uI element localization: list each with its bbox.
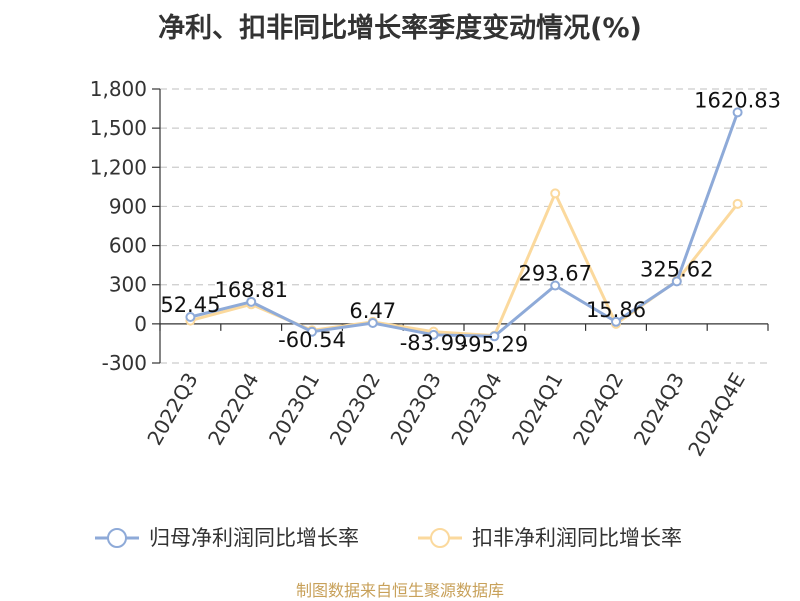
data-label: 168.81	[214, 278, 287, 302]
data-point	[611, 316, 621, 327]
y-tick-label: 1,800	[90, 77, 147, 101]
data-label: -95.29	[461, 332, 529, 356]
y-tick-label: 1,200	[90, 155, 147, 179]
y-tick-label: 300	[109, 273, 147, 297]
y-tick-label: -300	[102, 351, 147, 375]
source-note: 制图数据来自恒生聚源数据库	[295, 581, 504, 600]
legend-label: 归母净利润同比增长率	[149, 526, 359, 550]
legend-marker	[430, 528, 450, 548]
data-point	[489, 331, 500, 342]
data-label: 293.67	[518, 262, 591, 286]
data-point	[367, 318, 378, 329]
data-point	[185, 312, 196, 323]
legend-item[interactable]: 扣非净利润同比增长率	[418, 526, 682, 550]
data-point	[550, 188, 561, 199]
x-tick-label: 2022Q4	[203, 369, 263, 450]
data-point	[246, 296, 257, 307]
data-point	[307, 326, 317, 337]
data-label: 325.62	[640, 257, 713, 281]
legend-label: 扣非净利润同比增长率	[472, 526, 682, 550]
data-label: 15.86	[586, 298, 646, 322]
x-tick-label: 2022Q3	[142, 369, 202, 450]
x-tick-label: 2023Q1	[264, 369, 324, 450]
x-tick-label: 2024Q1	[507, 369, 567, 450]
data-point	[732, 198, 743, 209]
y-tick-label: 1,500	[90, 116, 147, 140]
data-label: 1620.83	[694, 88, 781, 112]
y-tick-label: 600	[109, 234, 147, 258]
data-label: -60.54	[278, 328, 346, 352]
x-tick-label: 2024Q2	[568, 369, 628, 450]
x-tick-label: 2023Q2	[325, 369, 385, 450]
series-line	[190, 111, 740, 338]
legend-marker	[107, 528, 127, 548]
y-axis: -300 0 300 600 900 1,200 1,500 1,800	[90, 77, 161, 375]
data-label: 6.47	[349, 299, 396, 323]
grid-lines	[160, 88, 768, 364]
x-tick-label: 2024Q3	[629, 369, 689, 450]
x-tick-label: 2023Q3	[385, 368, 445, 449]
data-label: 52.45	[160, 293, 220, 317]
y-tick-label: 0	[134, 312, 147, 336]
legend[interactable]: 归母净利润同比增长率 扣非净利润同比增长率	[95, 526, 682, 550]
data-label: -83.99	[400, 331, 468, 355]
data-point	[550, 280, 561, 291]
y-tick-label: 900	[109, 194, 147, 218]
chart-title: 净利、扣非同比增长率季度变动情况(%)	[158, 13, 642, 44]
data-point	[671, 276, 682, 287]
series-lines	[185, 107, 743, 342]
data-point	[732, 107, 743, 118]
x-tick-label: 2023Q4	[446, 369, 506, 450]
legend-item[interactable]: 归母净利润同比增长率	[95, 526, 359, 550]
x-tick-label: 2024Q4E	[683, 369, 750, 461]
data-point	[428, 329, 439, 340]
